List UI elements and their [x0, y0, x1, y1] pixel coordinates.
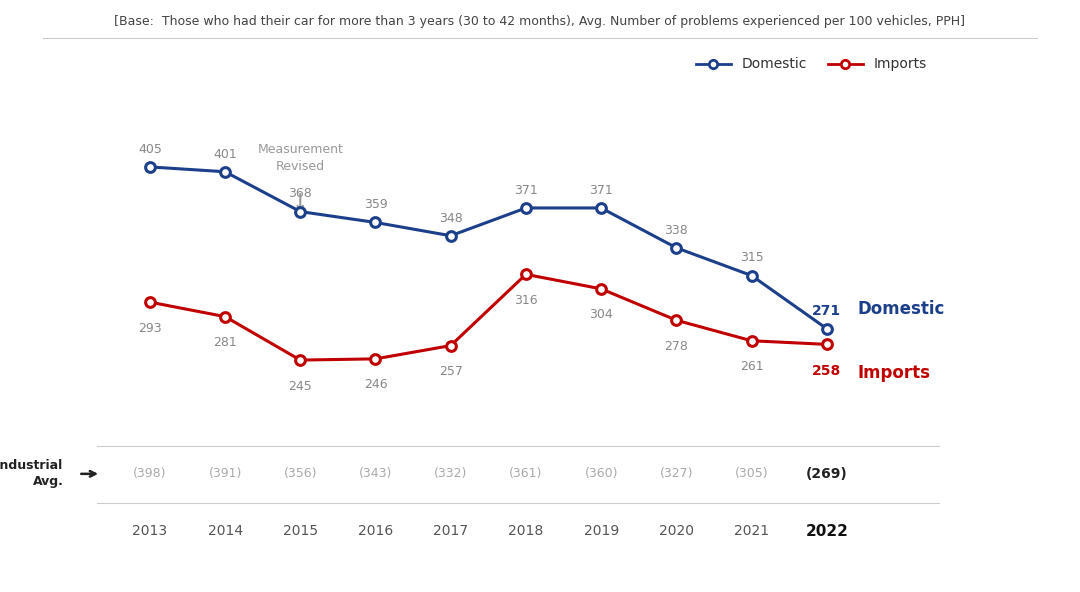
- Legend: Domestic, Imports: Domestic, Imports: [690, 52, 933, 77]
- Text: 2015: 2015: [283, 525, 318, 538]
- Text: 281: 281: [213, 336, 237, 349]
- Text: 368: 368: [288, 188, 312, 201]
- Text: 348: 348: [438, 211, 462, 224]
- Text: 2019: 2019: [583, 525, 619, 538]
- Text: (361): (361): [510, 467, 542, 480]
- Text: (360): (360): [584, 467, 618, 480]
- Text: 2017: 2017: [433, 525, 469, 538]
- Text: 401: 401: [213, 147, 237, 160]
- Text: 316: 316: [514, 294, 538, 307]
- Text: 258: 258: [812, 364, 841, 378]
- Text: 2013: 2013: [132, 525, 167, 538]
- Text: 245: 245: [288, 379, 312, 392]
- Text: (327): (327): [660, 467, 693, 480]
- Text: Imports: Imports: [858, 364, 930, 382]
- Text: 2014: 2014: [207, 525, 243, 538]
- Text: 371: 371: [590, 184, 613, 197]
- Text: 278: 278: [664, 340, 688, 353]
- Text: 2020: 2020: [659, 525, 693, 538]
- Text: 246: 246: [364, 378, 388, 391]
- Text: 359: 359: [364, 198, 388, 211]
- Text: [Base:  Those who had their car for more than 3 years (30 to 42 months), Avg. Nu: [Base: Those who had their car for more …: [114, 15, 966, 28]
- Text: (269): (269): [806, 467, 848, 481]
- Text: 2016: 2016: [357, 525, 393, 538]
- Text: (332): (332): [434, 467, 468, 480]
- Text: 338: 338: [664, 224, 688, 237]
- Text: (356): (356): [284, 467, 318, 480]
- Text: Domestic: Domestic: [858, 300, 945, 317]
- Text: 304: 304: [590, 308, 613, 321]
- Text: (398): (398): [133, 467, 166, 480]
- Text: 2022: 2022: [806, 524, 848, 539]
- Text: Measurement
Revised: Measurement Revised: [257, 143, 343, 173]
- Text: 371: 371: [514, 184, 538, 197]
- Text: 2021: 2021: [734, 525, 769, 538]
- Text: 271: 271: [812, 304, 841, 317]
- Text: 293: 293: [138, 321, 162, 334]
- Text: 315: 315: [740, 252, 764, 265]
- Text: (305): (305): [734, 467, 768, 480]
- Text: 405: 405: [138, 143, 162, 156]
- Text: (391): (391): [208, 467, 242, 480]
- Text: (343): (343): [359, 467, 392, 480]
- Text: 257: 257: [438, 365, 462, 378]
- Text: 261: 261: [740, 360, 764, 373]
- Text: Industrial
Avg.: Industrial Avg.: [0, 459, 64, 488]
- Text: 2018: 2018: [509, 525, 543, 538]
